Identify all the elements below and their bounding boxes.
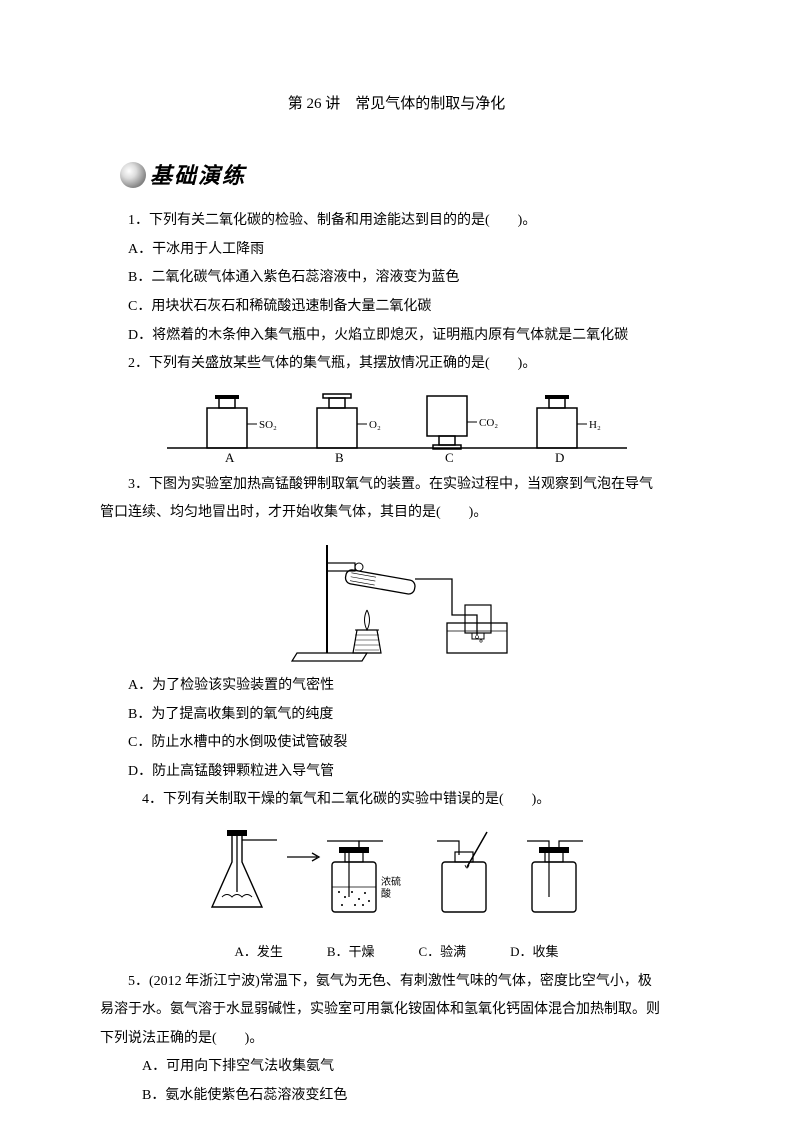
q4-stem: 4．下列有关制取干燥的氧气和二氧化碳的实验中错误的是( )。 (100, 787, 693, 814)
q3-stem-cont: 管口连续、均匀地冒出时，才开始收集气体，其目的是( )。 (100, 500, 693, 527)
q1-option-b: B．二氧化碳气体通入紫色石蕊溶液中，溶液变为蓝色 (100, 265, 693, 292)
q1-option-c: C．用块状石灰石和稀硫酸迅速制备大量二氧化碳 (100, 294, 693, 321)
q4-label-a: A．发生 (234, 940, 282, 965)
svg-text:B: B (335, 450, 344, 464)
section-banner: 基础演练 (120, 155, 693, 197)
q4-label-c: C．验满 (419, 940, 467, 965)
q3-option-b: B．为了提高收集到的氧气的纯度 (100, 702, 693, 729)
q2-figure: SO₂ A O₂ B CO₂ C H₂ D (100, 386, 693, 464)
q4-label-d: D．收集 (510, 940, 558, 965)
q2-gas-bottles-svg: SO₂ A O₂ B CO₂ C H₂ D (167, 386, 627, 464)
q4-apparatus-svg: 浓硫 酸 (187, 822, 607, 932)
q3-apparatus-svg (277, 535, 517, 665)
svg-text:酸: 酸 (381, 887, 391, 900)
q3-option-d: D．防止高锰酸钾颗粒进入导气管 (100, 759, 693, 786)
banner-sphere-icon (120, 162, 146, 188)
q5-option-b: B．氨水能使紫色石蕊溶液变红色 (100, 1083, 693, 1110)
q3-option-c: C．防止水槽中的水倒吸使试管破裂 (100, 730, 693, 757)
q4-label-b: B．干燥 (327, 940, 375, 965)
svg-text:D: D (555, 450, 564, 464)
svg-text:C: C (445, 450, 454, 464)
q5-stem-cont1: 易溶于水。氨气溶于水显弱碱性，实验室可用氯化铵固体和氢氧化钙固体混合加热制取。则 (100, 997, 693, 1024)
svg-text:CO₂: CO₂ (479, 417, 498, 429)
q1-stem: 1．下列有关二氧化碳的检验、制备和用途能达到目的的是( )。 (100, 208, 693, 235)
section-header-text: 基础演练 (150, 155, 246, 197)
svg-text:O₂: O₂ (369, 419, 381, 431)
q3-figure (100, 535, 693, 665)
q5-stem-cont2: 下列说法正确的是( )。 (100, 1026, 693, 1053)
page-title: 第 26 讲 常见气体的制取与净化 (100, 90, 693, 119)
q3-stem: 3．下图为实验室加热高锰酸钾制取氧气的装置。在实验过程中，当观察到气泡在导气 (100, 472, 693, 499)
q1-option-a: A．干冰用于人工降雨 (100, 237, 693, 264)
svg-text:SO₂: SO₂ (259, 419, 277, 431)
q4-labels: A．发生 B．干燥 C．验满 D．收集 (100, 940, 693, 965)
q2-stem: 2．下列有关盛放某些气体的集气瓶，其摆放情况正确的是( )。 (100, 351, 693, 378)
q5-stem: 5．(2012 年浙江宁波)常温下，氨气为无色、有刺激性气味的气体，密度比空气小… (100, 969, 693, 996)
svg-text:A: A (225, 450, 235, 464)
q5-option-a: A．可用向下排空气法收集氨气 (100, 1054, 693, 1081)
svg-text:浓硫: 浓硫 (381, 875, 401, 888)
q4-figure: 浓硫 酸 (100, 822, 693, 932)
q3-option-a: A．为了检验该实验装置的气密性 (100, 673, 693, 700)
q1-option-d: D．将燃着的木条伸入集气瓶中，火焰立即熄灭，证明瓶内原有气体就是二氧化碳 (100, 323, 693, 350)
svg-text:H₂: H₂ (589, 419, 601, 431)
